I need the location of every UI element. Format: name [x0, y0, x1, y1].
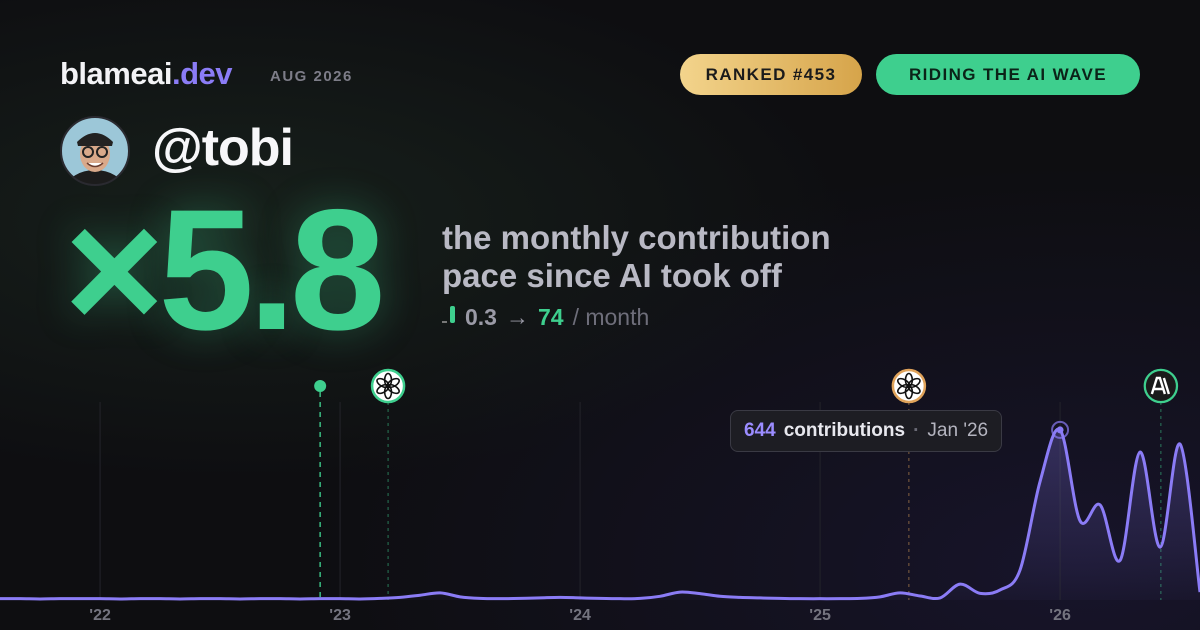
- rate-arrow: →: [505, 304, 529, 330]
- description-line: the monthly contribution: [442, 219, 831, 256]
- tooltip-value: 644: [743, 419, 776, 441]
- event-icon-petal: [376, 377, 390, 389]
- event-icon-petal: [897, 377, 911, 389]
- brand-suffix: .dev: [171, 56, 233, 91]
- event-icon-plate: [1145, 371, 1176, 401]
- highlight-ring: [1051, 420, 1070, 439]
- handle: @tobi: [152, 119, 294, 177]
- brand: blameai.dev: [60, 56, 232, 92]
- status-badge: RIDING THE AI WAVE: [876, 54, 1140, 95]
- event-dot: [314, 380, 327, 392]
- x-tick-label: '22: [89, 607, 111, 624]
- event-marker: [1143, 368, 1179, 600]
- event-icon-glyph: [1150, 376, 1171, 395]
- multiplier: ×5.8: [64, 174, 386, 366]
- description-line: pace since AI took off: [442, 257, 782, 294]
- avatar: [60, 116, 130, 186]
- tooltip-label: contributions: [783, 419, 906, 441]
- x-tick-label: '26: [1049, 607, 1071, 624]
- tooltip-date: Jan '26: [927, 419, 989, 441]
- rate-to: 74: [537, 304, 564, 330]
- tooltip-separator: ·: [913, 419, 920, 441]
- x-tick-label: '25: [809, 607, 831, 624]
- rank-badge: RANKED #453: [680, 54, 862, 95]
- line: [0, 427, 1200, 601]
- brand-name: blameai: [60, 56, 172, 91]
- event-marker: [314, 380, 327, 600]
- area-fill: [0, 429, 1200, 600]
- rate-icon: [442, 305, 456, 325]
- rate: 0.3 → 74 / month: [442, 304, 649, 331]
- description: the monthly contribution pace since AI t…: [442, 219, 831, 295]
- x-tick-label: '23: [329, 607, 351, 624]
- highlight-dot: [1056, 426, 1064, 434]
- date: AUG 2026: [270, 68, 353, 85]
- tooltip: 644 contributions · Jan '26: [729, 409, 1003, 452]
- rate-from: 0.3: [465, 304, 497, 330]
- event-marker: [891, 368, 927, 600]
- x-tick-label: '24: [569, 607, 591, 624]
- rate-unit: / month: [572, 304, 650, 330]
- event-marker: [370, 368, 406, 600]
